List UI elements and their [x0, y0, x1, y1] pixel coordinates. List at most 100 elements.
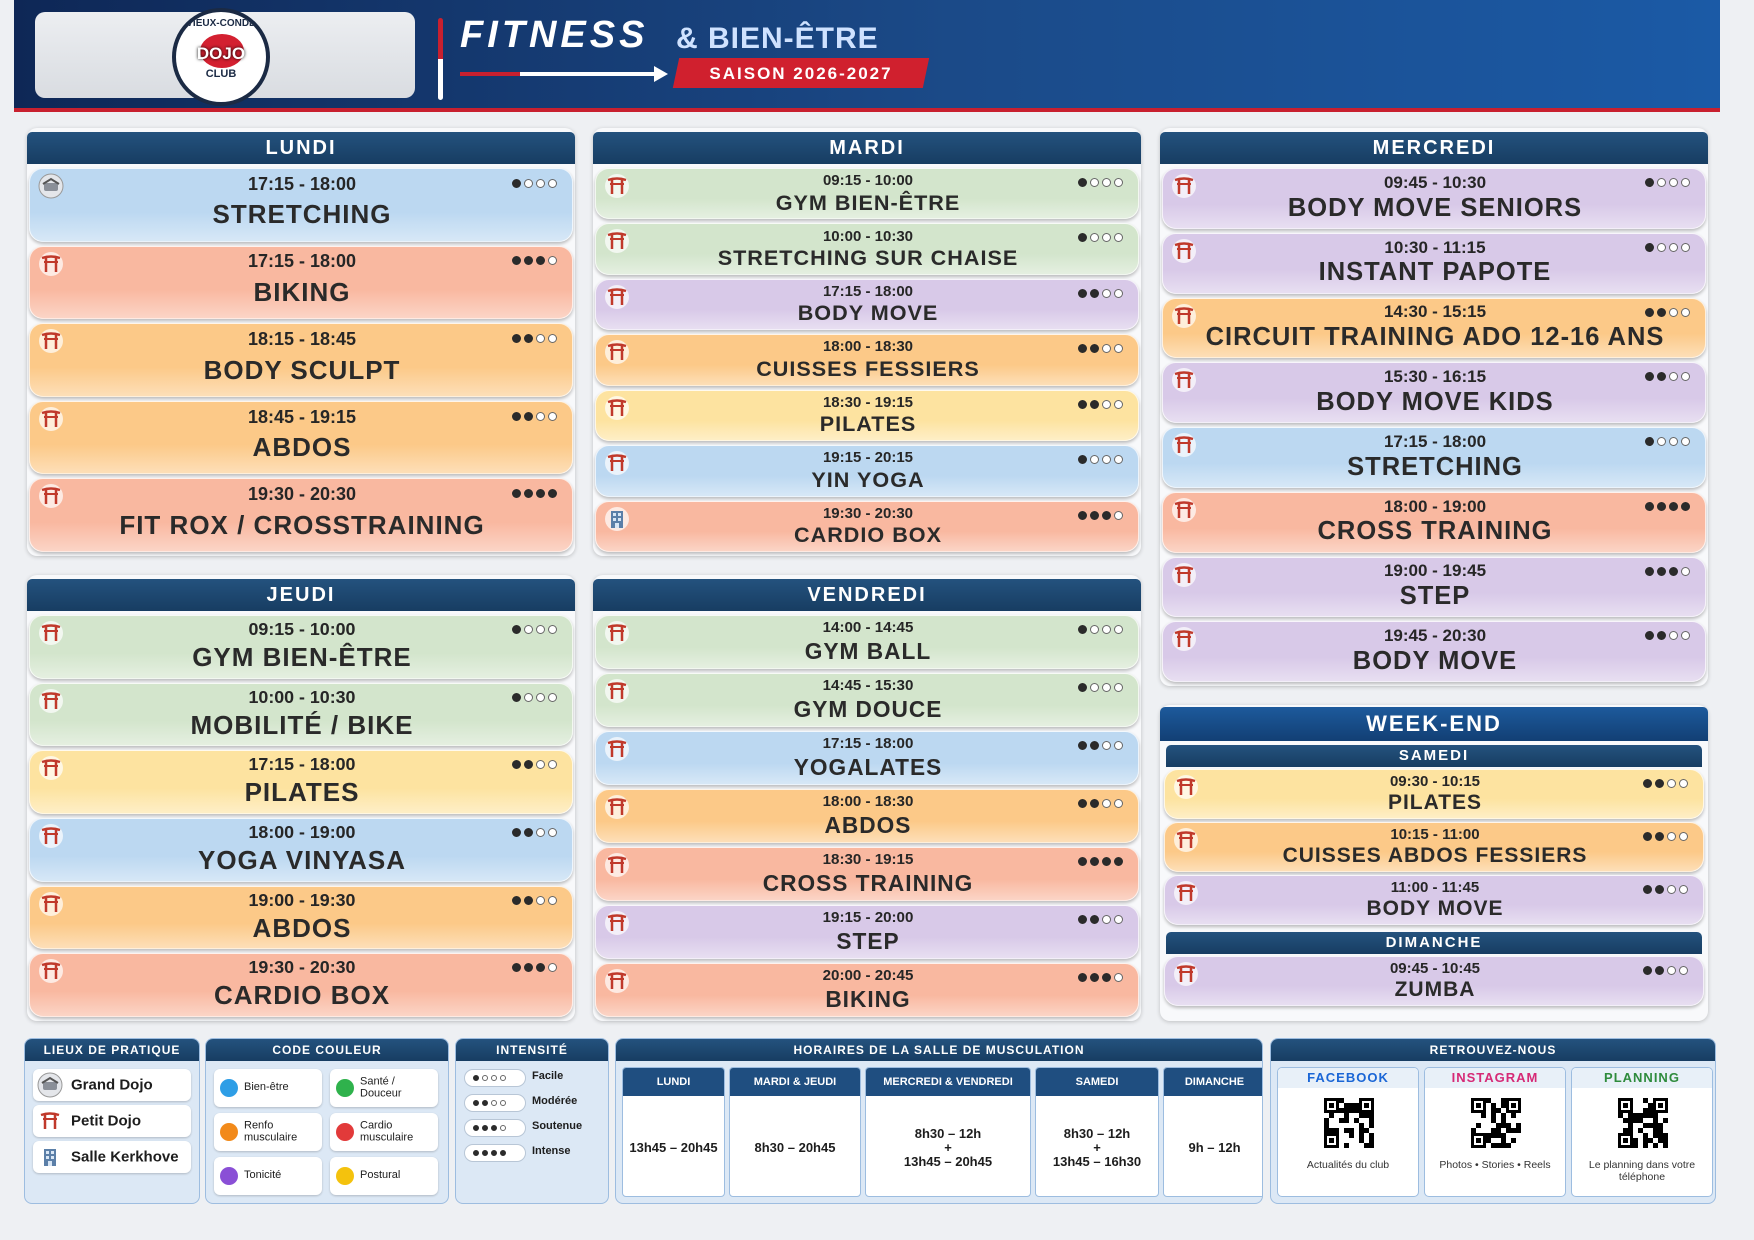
- intensity-dots: [1078, 973, 1126, 983]
- class-name: BIKING: [253, 276, 351, 307]
- intensity-dot: [512, 489, 521, 499]
- venue-icon: [1171, 432, 1197, 458]
- social-card: PLANNING Le planning dans votre téléphone: [1571, 1067, 1713, 1197]
- intensity-dots: [1078, 344, 1126, 354]
- intensity-dot: [1102, 344, 1111, 354]
- class-card: 18:30 - 19:15 PILATES: [595, 389, 1139, 442]
- class-name: YOGA VINYASA: [197, 845, 406, 875]
- logo-bottom-text: CLUB: [205, 68, 237, 80]
- intensity-dot: [1114, 233, 1123, 243]
- intensity-dot: [1078, 857, 1087, 866]
- weekend-day-title: SAMEDI: [1166, 745, 1702, 767]
- intensity-dots: [512, 963, 560, 973]
- color-swatch: [336, 1167, 354, 1185]
- class-time: 17:15 - 18:00: [822, 282, 914, 300]
- intensity-dot: [1645, 566, 1654, 576]
- title-suffix: & BIEN-ÊTRE: [676, 22, 879, 55]
- footer-box-title: HORAIRES DE LA SALLE DE MUSCULATION: [616, 1039, 1262, 1061]
- class-card: 09:30 - 10:15 PILATES: [1164, 769, 1704, 819]
- venue-icon: [604, 228, 630, 254]
- day-panel: WEEK-END SAMEDI 09:30 - 10:15 PILATES 10:15 …: [1160, 705, 1708, 1021]
- venue-icon: [1173, 827, 1199, 853]
- class-time: 18:45 - 19:15: [247, 406, 357, 427]
- intensity-dots: [1078, 455, 1126, 465]
- class-card: 14:00 - 14:45 GYM BALL: [595, 615, 1139, 669]
- intensity-dot: [1090, 915, 1099, 924]
- intensity-dot: [1645, 631, 1654, 641]
- class-time: 11:00 - 11:45: [1390, 879, 1480, 896]
- class-name: ABDOS: [252, 432, 352, 463]
- class-card: 10:00 - 10:30 MOBILITÉ / BIKE: [29, 682, 573, 747]
- class-card: 19:30 - 20:30 CARDIO BOX: [29, 953, 573, 1017]
- intensity-dot: [512, 256, 521, 266]
- intensity-dot: [1681, 178, 1690, 187]
- intensity-dot: [1090, 399, 1099, 409]
- class-time: 19:30 - 20:30: [822, 504, 914, 522]
- class-time: 09:30 - 10:15: [1389, 773, 1481, 790]
- class-time: 09:15 - 10:00: [822, 172, 914, 190]
- class-card: 10:15 - 11:00 CUISSES ABDOS FESSIERS: [1164, 822, 1704, 872]
- intensity-dot: [1645, 437, 1654, 446]
- class-card: 17:15 - 18:00 PILATES: [29, 750, 573, 814]
- intensity-dot: [536, 828, 545, 838]
- intensity-dots: [1645, 178, 1693, 188]
- class-card: 18:30 - 19:15 CROSS TRAINING: [595, 847, 1139, 901]
- intensity-dot: [1102, 399, 1111, 409]
- intensity-dots: [1078, 288, 1126, 299]
- class-name: GYM BIEN-ÊTRE: [775, 189, 961, 215]
- class-name: MOBILITÉ / BIKE: [190, 709, 414, 740]
- intensity-dot: [524, 411, 533, 421]
- hours-days: MARDI & JEUDI: [730, 1068, 860, 1096]
- intensity-dot: [1090, 344, 1099, 354]
- intensity-dot: [1643, 779, 1652, 788]
- class-time: 17:15 - 18:00: [248, 754, 356, 775]
- intensity-dot: [473, 1150, 479, 1156]
- venue-icon: [604, 395, 630, 421]
- hours-line: 8h30 – 12h: [1063, 1126, 1131, 1141]
- color-item: Tonicité: [214, 1157, 322, 1195]
- class-card: 10:00 - 10:30 STRETCHING SUR CHAISE: [595, 223, 1139, 275]
- hours-column: SAMEDI 8h30 – 12h +13h45 – 16h30: [1035, 1067, 1159, 1197]
- color-label: Tonicité: [244, 1169, 282, 1182]
- intensity-dot: [1681, 631, 1690, 641]
- class-time: 14:00 - 14:45: [822, 619, 914, 637]
- logo-sun: [200, 34, 244, 68]
- color-swatch: [220, 1079, 238, 1097]
- intensity-dot: [1102, 288, 1111, 298]
- intensity-dot: [1657, 566, 1666, 576]
- intensity-dot: [536, 625, 545, 635]
- intensity-dot: [1078, 344, 1087, 354]
- class-name: INSTANT PAPOTE: [1318, 258, 1552, 287]
- intensity-dot: [1114, 683, 1123, 692]
- intensity-dot: [1681, 242, 1690, 252]
- hours-line: +: [1093, 1140, 1101, 1155]
- class-time: 19:00 - 19:45: [1383, 561, 1487, 581]
- intensity-dot: [1114, 915, 1123, 924]
- intensity-dots: [512, 760, 560, 770]
- class-name: ABDOS: [252, 912, 352, 943]
- color-label: Bien-être: [244, 1081, 289, 1094]
- intensity-dot: [1645, 242, 1654, 252]
- intensity-dot: [500, 1100, 506, 1106]
- intensity-dot: [548, 489, 557, 499]
- intensity-dot: [1090, 973, 1099, 982]
- venue-icon: [604, 678, 630, 704]
- hours-line: 13h45 – 20h45: [629, 1140, 718, 1155]
- venue-icon: [38, 173, 64, 199]
- intensity-dot: [512, 895, 521, 905]
- header-banner: VIEUX-CONDÉ DOJO CLUB FITNESS & BIEN-ÊTRE SAI…: [14, 0, 1720, 112]
- hours-line: 9h – 12h: [1188, 1140, 1241, 1155]
- intensity-dots: [512, 178, 560, 189]
- class-card: 17:15 - 18:00 STRETCHING: [29, 168, 573, 242]
- qr-code: [1324, 1098, 1374, 1148]
- intensity-dot: [548, 963, 557, 973]
- intensity-dot: [1102, 915, 1111, 924]
- intensity-dot: [536, 411, 545, 421]
- class-time: 14:45 - 15:30: [822, 677, 914, 695]
- class-time: 19:30 - 20:30: [248, 957, 356, 978]
- intensity-dot: [1078, 683, 1087, 692]
- intensity-dot: [491, 1100, 497, 1106]
- intensity-dot: [512, 625, 521, 635]
- intensity-dots: [1078, 741, 1126, 751]
- hours-days: SAMEDI: [1036, 1068, 1158, 1096]
